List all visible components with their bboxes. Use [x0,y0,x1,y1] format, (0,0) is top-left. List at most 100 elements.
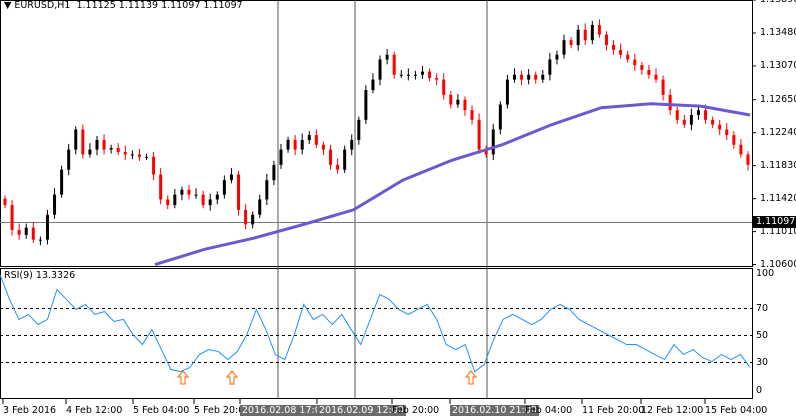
candle [498,101,502,135]
candle [647,65,651,79]
candle-body [17,230,21,235]
candle-body [498,104,502,130]
candle-body [590,24,594,41]
price-tick: 1.13480 [760,26,796,38]
candle-body [265,180,269,200]
candle-body [696,110,700,116]
candle-body [24,227,28,235]
symbol-label: EURUSD,H1 [14,0,71,11]
time-tick: 4 Feb 12:00 [66,405,123,416]
candle [265,173,269,206]
candle [74,126,78,155]
candle [38,236,42,246]
candle [166,195,170,210]
candle-body [173,194,177,206]
candle-body [215,194,219,200]
candle-body [364,90,368,120]
candle-body [123,151,127,155]
time-tick: 2016.02.10 21:00 [450,405,539,416]
candle [329,144,333,170]
candle-body [286,139,290,150]
candle [307,131,311,144]
candle-body [534,74,538,80]
candle [725,123,729,140]
time-tick: 5 Feb 04:00 [133,405,190,416]
candle-body [456,99,460,105]
time-tick: 11 Feb 20:00 [582,405,645,416]
time-tick: 2016.02.09 12:00 [317,405,406,416]
rsi-tick: 30 [756,356,769,368]
candle-body [682,119,686,125]
candle [385,49,389,65]
candle-body [67,149,71,170]
price-tick: 1.13070 [760,59,796,71]
candle-body [166,199,170,206]
candle-body [463,99,467,111]
candle-body [237,174,241,210]
candle [300,133,304,155]
candle [569,36,573,49]
candle [505,74,509,109]
candle [201,190,205,209]
candle [590,20,594,45]
candle-body [145,156,149,158]
candle-body [661,79,665,95]
candle-body [251,214,255,225]
time-tick: 15 Feb 04:00 [705,405,768,416]
candle [357,116,361,145]
candle [194,188,198,199]
candle-body [88,149,92,155]
candle-body [626,54,630,60]
candle [10,200,14,236]
candle-body [689,115,693,125]
candle-body [569,40,573,46]
candle-body [293,139,297,150]
candle [336,158,340,174]
candle [343,145,347,173]
candle [668,89,672,116]
candle [279,143,283,169]
candle [675,106,679,124]
candle-body [555,54,559,60]
candle-body [732,135,736,145]
candle [152,151,156,181]
candle [463,96,467,116]
candle-body [413,74,417,76]
candle-body [60,169,64,195]
candle-body [576,29,580,46]
candle [378,55,382,86]
candle [527,69,531,85]
candle-body [307,135,311,140]
candle-body [612,45,616,50]
candle-body [583,29,587,41]
candle [484,145,488,158]
candle [399,69,403,79]
candle-body [109,147,113,150]
candle-body [187,189,191,195]
candle-body [378,59,382,80]
candle-body [392,54,396,75]
candle [321,141,325,156]
candle [583,23,587,46]
time-tick: 3 Feb 2016 [3,405,57,416]
rsi-line [0,274,751,373]
candle [428,68,432,82]
candle-body [505,79,509,105]
candle [491,123,495,161]
candle [137,148,141,161]
candle-body [229,174,233,181]
candle-body [74,129,78,150]
candle [732,131,736,149]
candle [95,135,99,156]
candle-body [647,69,651,75]
candle-body [357,119,361,140]
candle-body [520,74,524,80]
candle [60,165,64,198]
candle-body [95,139,99,150]
candle [576,24,580,51]
collapse-triangle-icon[interactable]: ▼ [4,0,12,11]
time-tick: Feb 04:00 [525,405,573,416]
candle [293,135,297,156]
candle [208,193,212,211]
